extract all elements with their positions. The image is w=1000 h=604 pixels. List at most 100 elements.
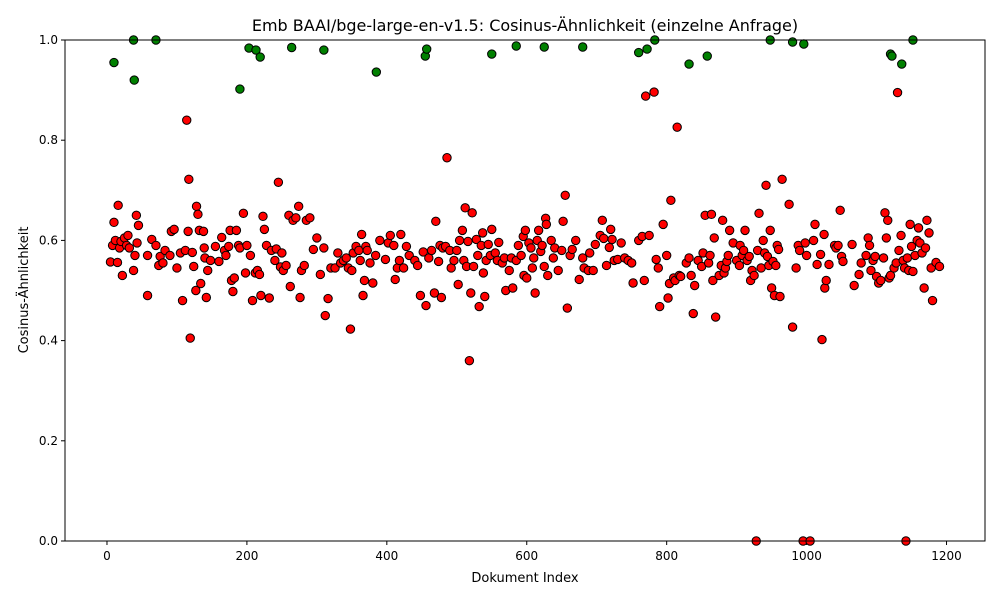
point-other bbox=[347, 265, 357, 276]
point-other bbox=[791, 263, 801, 273]
point-other bbox=[453, 279, 463, 290]
point-other bbox=[856, 258, 866, 268]
point-other bbox=[315, 269, 326, 280]
point-other bbox=[390, 274, 400, 285]
point-other bbox=[214, 256, 224, 267]
point-other bbox=[474, 301, 484, 312]
point-other bbox=[295, 292, 305, 303]
point-other bbox=[142, 250, 153, 261]
point-other bbox=[504, 265, 514, 276]
point-other bbox=[787, 322, 798, 332]
point-other bbox=[229, 273, 240, 283]
point-other bbox=[368, 278, 378, 288]
point-other bbox=[463, 236, 473, 247]
point-other bbox=[688, 308, 698, 319]
point-other bbox=[258, 211, 268, 222]
point-other bbox=[684, 253, 694, 263]
point-relevant bbox=[129, 75, 139, 85]
point-other bbox=[460, 203, 470, 213]
point-other bbox=[312, 233, 322, 243]
y-tick-label: 1.0 bbox=[39, 33, 58, 47]
point-other bbox=[607, 234, 617, 245]
point-relevant bbox=[642, 44, 652, 54]
point-other bbox=[320, 310, 330, 321]
point-other bbox=[203, 265, 213, 276]
point-other bbox=[758, 235, 768, 246]
point-other bbox=[815, 249, 826, 260]
point-other bbox=[452, 245, 462, 256]
point-other bbox=[201, 292, 212, 303]
x-tick-label: 400 bbox=[375, 549, 398, 563]
point-other bbox=[187, 247, 198, 258]
point-other bbox=[128, 265, 139, 276]
point-other bbox=[560, 190, 570, 201]
point-other bbox=[539, 261, 549, 272]
point-other bbox=[754, 208, 764, 219]
point-other bbox=[777, 174, 787, 184]
point-other bbox=[205, 255, 216, 266]
point-other bbox=[651, 254, 661, 265]
point-other bbox=[273, 177, 284, 187]
point-other bbox=[238, 208, 249, 219]
point-other bbox=[480, 291, 490, 302]
point-other bbox=[466, 288, 476, 298]
point-other bbox=[123, 230, 133, 241]
point-other bbox=[401, 241, 412, 252]
point-other bbox=[365, 258, 375, 268]
point-other bbox=[849, 280, 859, 291]
point-other bbox=[616, 238, 626, 248]
point-other bbox=[847, 239, 857, 250]
point-other bbox=[308, 244, 319, 255]
point-other bbox=[894, 245, 904, 256]
point-other bbox=[177, 295, 188, 306]
point-other bbox=[866, 265, 876, 276]
point-other bbox=[771, 260, 781, 271]
point-other bbox=[543, 270, 553, 281]
point-other bbox=[709, 233, 719, 243]
point-other bbox=[131, 210, 142, 221]
point-other bbox=[775, 291, 785, 302]
point-other bbox=[291, 213, 301, 223]
point-other bbox=[380, 254, 391, 265]
point-other bbox=[464, 355, 475, 366]
point-other bbox=[892, 87, 903, 98]
point-other bbox=[913, 223, 924, 233]
point-other bbox=[228, 286, 238, 297]
point-other bbox=[513, 240, 524, 251]
point-other bbox=[756, 263, 766, 273]
point-other bbox=[341, 253, 351, 263]
point-other bbox=[142, 290, 153, 301]
point-other bbox=[654, 301, 665, 312]
x-tick-label: 1200 bbox=[931, 549, 962, 563]
x-tick-label: 800 bbox=[655, 549, 678, 563]
point-other bbox=[454, 235, 465, 246]
point-other bbox=[919, 283, 929, 293]
point-other bbox=[908, 266, 918, 277]
point-other bbox=[653, 263, 663, 273]
point-other bbox=[717, 215, 728, 226]
point-other bbox=[398, 263, 409, 273]
point-other bbox=[881, 233, 892, 243]
point-relevant bbox=[487, 49, 497, 59]
point-other bbox=[323, 293, 333, 304]
point-other bbox=[812, 259, 822, 270]
point-other bbox=[520, 225, 531, 236]
point-other bbox=[210, 241, 221, 252]
plot-frame bbox=[64, 39, 986, 542]
point-other bbox=[567, 244, 577, 255]
point-other bbox=[256, 290, 266, 301]
point-other bbox=[362, 245, 372, 256]
point-other bbox=[124, 243, 135, 253]
point-other bbox=[689, 280, 700, 291]
point-relevant bbox=[539, 42, 549, 52]
point-other bbox=[526, 243, 536, 253]
point-other bbox=[546, 235, 556, 246]
point-other bbox=[562, 303, 573, 313]
point-other bbox=[902, 253, 913, 263]
point-other bbox=[529, 253, 539, 263]
point-other bbox=[838, 256, 848, 267]
point-other bbox=[906, 241, 917, 252]
